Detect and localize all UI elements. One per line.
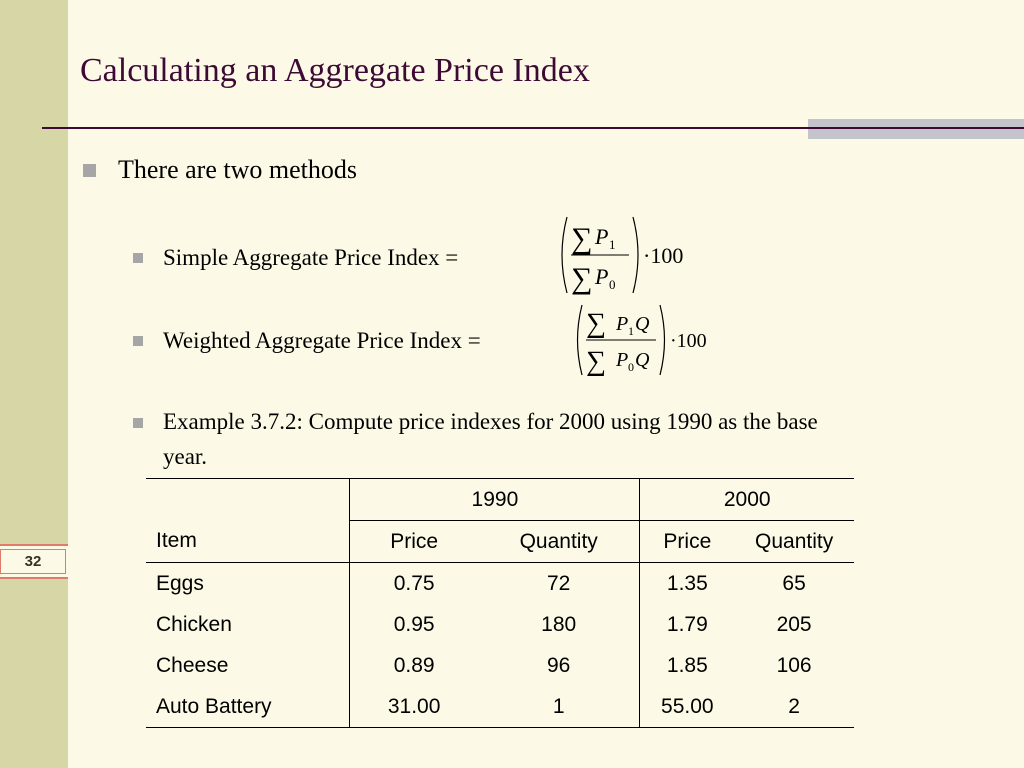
sum-icon: ∑: [586, 308, 606, 339]
cell-item: Chicken: [156, 612, 232, 636]
cell-quantity-2000: 205: [776, 612, 812, 636]
cell-quantity-2000: 2: [734, 686, 854, 728]
quantity-q: Q: [635, 349, 650, 371]
sub-0: 0: [609, 277, 616, 292]
table-row: Chicken 0.95 180 1.79 205: [146, 604, 854, 645]
title-underline: [42, 127, 1024, 129]
simple-index-formula: ∑ P 1 ∑ P 0 ·100: [555, 214, 700, 301]
page-number: 32: [0, 549, 66, 574]
bullet-example-line2: year.: [163, 444, 208, 469]
bullet-square-icon: [133, 418, 143, 428]
table-row: Cheese 0.89 96 1.85 106: [146, 645, 854, 686]
cell-price-1990: 31.00: [349, 686, 478, 728]
cell-price-1990: 0.95: [349, 604, 478, 645]
price-p1: P: [594, 224, 608, 249]
year-2000-header: 2000: [639, 478, 854, 521]
cell-item: Auto Battery: [146, 686, 350, 728]
bullet-simple-index: Simple Aggregate Price Index =: [163, 245, 459, 270]
price-p1: P: [615, 313, 628, 335]
price-p0: P: [594, 264, 608, 289]
weighted-index-formula: ∑ P 1 Q ∑ P 0 Q ·100: [572, 302, 717, 383]
header-quantity-2000: Quantity: [734, 520, 854, 563]
cell-quantity-1990: 180: [541, 612, 577, 636]
cell-price-2000: 1.79: [639, 604, 735, 645]
table-year-row: 1990 2000: [146, 478, 854, 521]
cell-quantity-2000: 65: [782, 571, 806, 595]
bullet-methods: There are two methods: [118, 155, 357, 184]
table-header-row: Item Price Quantity Price Quantity: [146, 520, 854, 563]
page-number-box: 32: [0, 544, 68, 579]
table-row: Auto Battery 31.00 1 55.00 2: [146, 686, 854, 728]
header-price-2000: Price: [639, 520, 735, 563]
price-quantity-table: 1990 2000 Item Price Quantity Price Quan…: [146, 478, 854, 728]
sum-icon: ∑: [571, 262, 592, 295]
table-row: Eggs 0.75 72 1.35 65: [146, 562, 854, 604]
cell-price-2000: 55.00: [639, 686, 735, 728]
year-1990-header: 1990: [349, 478, 640, 521]
sub-1: 1: [609, 237, 616, 252]
header-item: Item: [146, 520, 350, 563]
bullet-square-icon: [83, 164, 96, 177]
multiplier: ·100: [670, 330, 707, 352]
title-accent-bar: [808, 119, 1024, 139]
slide-title: Calculating an Aggregate Price Index: [80, 52, 590, 89]
quantity-q: Q: [635, 313, 650, 335]
cell-quantity-1990: 1: [477, 686, 640, 728]
sum-icon: ∑: [586, 346, 606, 377]
bullet-square-icon: [133, 336, 143, 346]
bullet-weighted-index: Weighted Aggregate Price Index =: [163, 328, 481, 353]
cell-quantity-1990: 96: [547, 653, 571, 677]
cell-price-1990: 0.89: [349, 645, 478, 686]
title-underline-accent: [808, 127, 1024, 129]
cell-price-1990: 0.75: [349, 562, 478, 604]
price-p0: P: [615, 349, 628, 371]
sub-0: 0: [628, 360, 634, 374]
cell-quantity-1990: 72: [547, 571, 571, 595]
sum-icon: ∑: [571, 222, 592, 255]
sub-1: 1: [628, 324, 634, 338]
bullet-example-line1: Example 3.7.2: Compute price indexes for…: [163, 409, 818, 434]
cell-price-2000: 1.85: [639, 645, 735, 686]
multiplier: ·100: [643, 243, 683, 268]
slide-sidebar: [0, 0, 68, 768]
cell-price-2000: 1.35: [639, 562, 735, 604]
cell-item: Cheese: [156, 653, 229, 677]
cell-item: Eggs: [156, 571, 204, 595]
header-quantity-1990: Quantity: [477, 520, 640, 563]
cell-quantity-2000: 106: [776, 653, 812, 677]
bullet-square-icon: [133, 253, 143, 263]
header-price-1990: Price: [349, 520, 478, 563]
